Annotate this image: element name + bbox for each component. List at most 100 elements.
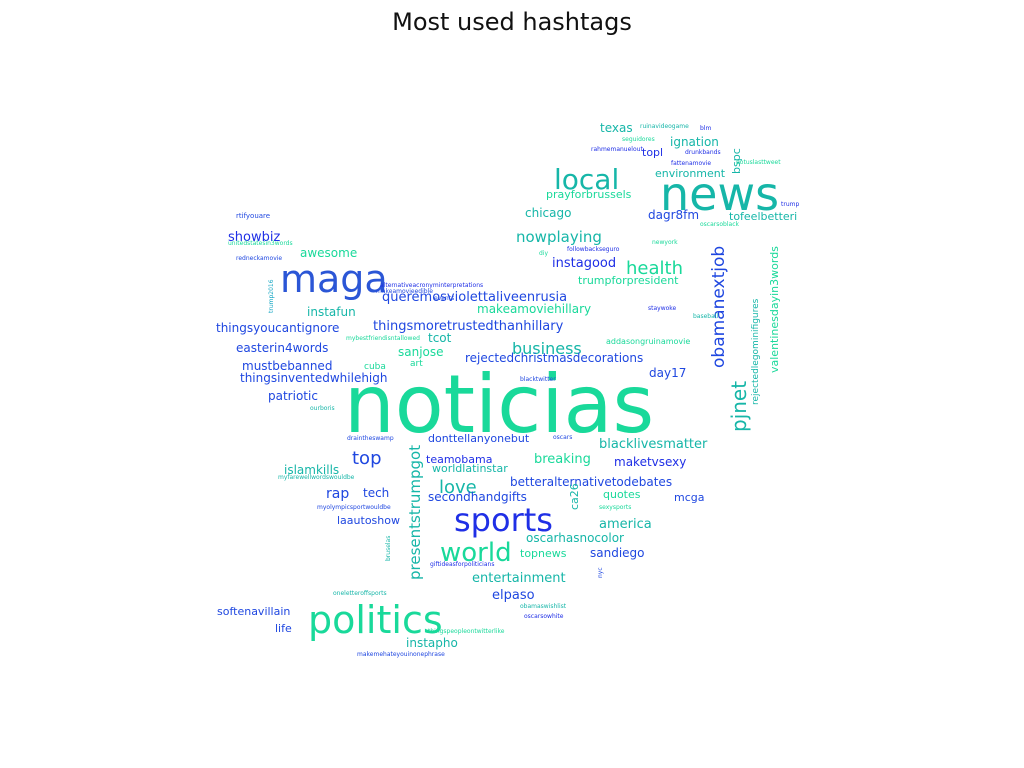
word-mybestfriendisntallowed: mybestfriendisntallowed [346,335,420,342]
word-oscars: oscars [553,434,572,441]
word-myfarewellwordswouldbe: myfarewellwordswouldbe [278,474,355,481]
word-cuba: cuba [364,362,386,372]
word-top: top [352,448,382,469]
word-thingspeopleontwitterlike: thingspeopleontwitterlike [428,628,505,635]
word-politics: politics [308,598,443,642]
word-obamanextjob: obamanextjob [709,246,729,368]
word-news: news [660,167,779,221]
word-valentinesdayin3words: valentinesdayin3words [768,246,781,373]
word-events: events [434,295,454,302]
word-tofeelbetteri: tofeelbetteri [729,210,797,223]
word-business: business [512,339,582,358]
word-betteralternativetodebates: betteralternativetodebates [510,475,672,489]
word-ca26: ca26 [568,483,581,510]
word-dagr8fm: dagr8fm [648,208,699,222]
word-awesome: awesome [300,246,357,260]
word-draintheswamp: draintheswamp [347,435,394,442]
word-fattenamovie: fattenamovie [671,160,711,167]
word-trump2016: trump2016 [268,279,275,313]
word-staywoke: staywoke [648,305,677,312]
word-breaking: breaking [534,452,591,467]
word-rejectedchristmasdecorations: rejectedchristmasdecorations [465,351,643,365]
chart-title: Most used hashtags [392,8,632,36]
word-drunkbands: drunkbands [685,149,721,156]
word-presentstrumpgot: presentstrumpgot [406,445,424,580]
word-oscarsowhite: oscarsowhite [524,613,564,620]
word-maga: maga [280,257,388,301]
word-sexysports: sexysports [599,504,631,511]
word-bruselas: bruselas [385,536,392,561]
word-makemehateyouinonephrase: makemehateyouinonephrase [357,651,445,658]
word-entertainment: entertainment [472,571,566,586]
word-nyc: nyc [597,567,604,578]
word-texas: texas [600,121,633,135]
word-world: world [440,538,512,568]
word-laautoshow: laautoshow [337,514,400,527]
word-alternativeacronyminterpretations: alternativeacronyminterpretations [380,282,483,289]
word-makeamovieedible: makeamovieedible [376,288,433,295]
word-oscarhasnocolor: oscarhasnocolor [526,531,624,545]
word-rahmemanuelout: rahmemanuelout [591,146,643,153]
word-instafun: instafun [307,305,356,319]
word-oneletteroffsports: oneletteroffsports [333,590,387,597]
word-day17: day17 [649,366,686,380]
word-diy: diy [539,250,548,257]
word-life: life [275,622,292,635]
word-obamaswishlist: obamaswishlist [520,603,567,610]
word-nowplaying: nowplaying [516,228,602,246]
word-trumpforpresident: trumpforpresident [578,274,679,287]
word-maketvsexy: maketvsexy [614,455,686,469]
word-makeamoviehillary: makeamoviehillary [477,302,591,316]
word-thingsmoretrustedthanhillary: thingsmoretrustedthanhillary [373,319,564,334]
word-teamobama: teamobama [426,453,492,466]
word-easterin4words: easterin4words [236,341,328,355]
word-myolympicsportwouldbe: myolympicsportwouldbe [317,504,391,511]
word-ignation: ignation [670,135,719,149]
word-local: local [554,163,619,196]
word-potuslasttweet: potuslasttweet [736,159,781,166]
word-newyork: newyork [652,239,678,246]
word-thingsinventedwhilehigh: thingsinventedwhilehigh [240,371,388,385]
word-mcga: mcga [674,491,705,504]
word-pjnet: pjnet [727,381,751,432]
word-topnews: topnews [520,547,567,560]
word-chicago: chicago [525,206,571,220]
word-blm: blm [700,125,711,132]
word-worldlatinstar: worldlatinstar [432,462,508,475]
word-addasongruinamovie: addasongruinamovie [606,337,690,346]
word-instagood: instagood [552,256,616,271]
word-blacktwitter: blacktwitter [520,376,556,383]
word-redneckamovie: redneckamovie [236,255,282,262]
word-blacklivesmatter: blacklivesmatter [599,437,708,452]
word-giftideasforpoliticians: giftideasforpoliticians [430,561,494,568]
word-instapho: instapho [406,636,458,650]
word-quotes: quotes [603,488,641,501]
word-patriotic: patriotic [268,389,318,403]
word-trump: trump [781,201,799,208]
word-tcot: tcot [428,331,452,345]
word-thingsyoucantignore: thingsyoucantignore [216,321,339,335]
word-sandiego: sandiego [590,546,645,560]
word-bspc: bspc [730,148,743,174]
word-elpaso: elpaso [492,588,535,603]
word-donttellanyonebut: donttellanyonebut [428,432,530,445]
word-sports: sports [454,501,553,539]
word-tech: tech [363,486,389,500]
word-art: art [410,359,423,369]
word-environment: environment [655,167,726,180]
word-secondhandgifts: secondhandgifts [428,490,527,504]
word-rap: rap [326,486,349,502]
word-queremosviolettaliveenrusia: queremosviolettaliveenrusia [382,290,567,305]
word-sanjose: sanjose [398,345,444,359]
word-topl: topl [642,146,663,159]
word-baseball: baseball [693,313,718,320]
word-rtifyouare: rtifyouare [236,212,270,220]
word-followbackseguro: followbackseguro [567,246,620,253]
word-islamkills: islamkills [284,463,339,477]
word-showbiz: showbiz [228,230,280,245]
word-noticias: noticias [344,358,654,451]
word-seguidores: seguidores [622,136,655,143]
word-ourboris: ourboris [310,405,335,412]
